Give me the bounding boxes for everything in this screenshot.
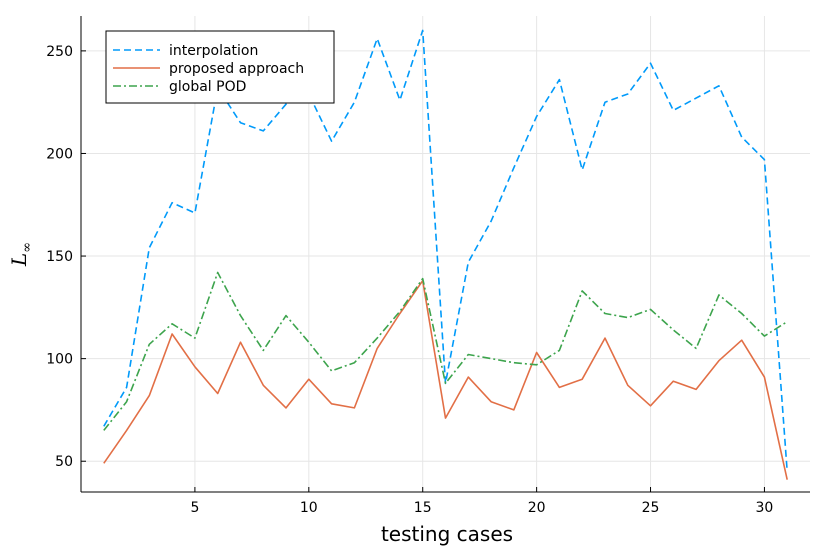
y-tick-label: 100 [46, 352, 73, 368]
y-axis-label-main: L [7, 253, 31, 267]
legend-label-interpolation: interpolation [169, 43, 258, 59]
x-tick-label: 20 [528, 500, 546, 516]
y-axis-label: L∞ [7, 242, 35, 267]
y-ticks: 50 100 150 200 250 [46, 44, 86, 470]
x-tick-label: 30 [756, 500, 774, 516]
y-tick-label: 150 [46, 249, 73, 265]
legend-label-proposed-approach: proposed approach [169, 61, 304, 77]
x-tick-label: 15 [414, 500, 432, 516]
x-axis-label: testing cases [381, 522, 513, 546]
legend-box [105, 30, 335, 104]
legend: interpolation proposed approach global POD [105, 30, 335, 104]
y-axis-label-sub: ∞ [20, 242, 35, 253]
legend-label-global-pod: global POD [169, 79, 246, 95]
series-line-global-pod [103, 271, 788, 431]
series-line-proposed-approach [103, 279, 788, 480]
x-tick-label: 10 [300, 500, 318, 516]
x-tick-label: 5 [190, 500, 199, 516]
axes [80, 16, 810, 493]
y-tick-label: 250 [46, 44, 73, 60]
y-tick-label: 200 [46, 146, 73, 162]
x-ticks: 5 10 15 20 25 30 [190, 487, 773, 516]
x-tick-label: 25 [642, 500, 660, 516]
y-tick-label: 50 [55, 454, 73, 470]
